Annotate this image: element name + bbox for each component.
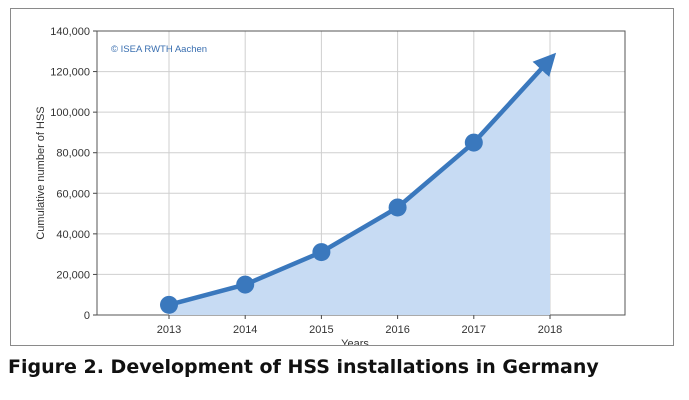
y-tick-label: 100,000 [50,107,90,119]
data-point [236,275,255,294]
y-tick-label: 140,000 [50,26,90,38]
y-tick-label: 80,000 [56,148,90,160]
x-tick-label: 2016 [385,324,409,336]
data-point [388,198,407,217]
y-tick-label: 40,000 [56,229,90,241]
x-tick-label: 2017 [462,324,486,336]
x-tick-label: 2015 [309,324,333,336]
y-axis-title: Cumulative number of HSS [35,106,47,239]
y-tick-label: 120,000 [50,67,90,79]
area-fill [169,59,550,316]
figure-caption: Figure 2. Development of HSS installatio… [8,356,599,378]
x-axis-title: Years [341,338,369,345]
data-point [464,133,483,152]
y-tick-label: 0 [84,310,90,322]
x-tick-label: 2013 [157,324,181,336]
figure-frame: 0 20,000 40,000 60,000 80,000 100,000 120,000 1… [10,8,674,346]
y-tick-label: 60,000 [56,188,90,200]
data-point [160,295,178,314]
series-line [166,52,557,308]
chart: 0 20,000 40,000 60,000 80,000 100,000 120,000 1… [35,26,626,345]
x-tick-label: 2014 [233,324,257,336]
y-tick-label: 20,000 [56,269,90,281]
copyright-annotation: © ISEA RWTH Aachen [111,44,207,55]
x-tick-label: 2018 [538,324,562,336]
data-point [312,243,331,262]
